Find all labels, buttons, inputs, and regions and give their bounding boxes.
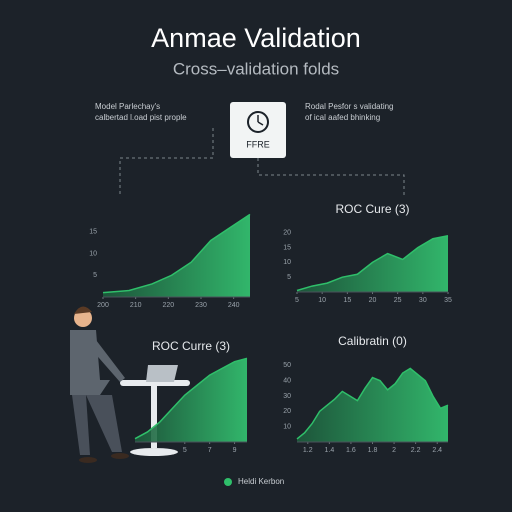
note-line: of ical aafed bhinking [305, 113, 380, 122]
icon-box [230, 102, 286, 158]
y-tick-label: 50 [283, 362, 291, 369]
y-tick-label: 40 [283, 378, 291, 385]
connector [257, 158, 405, 195]
connector [119, 128, 214, 195]
chart-title: ROC Curre (3) [152, 339, 230, 353]
x-tick-label: 5 [295, 297, 299, 304]
area-edge [102, 213, 251, 294]
x-tick-label: 10 [318, 297, 326, 304]
y-tick-label: 5 [93, 272, 97, 279]
title: Anmae Validation [151, 23, 361, 53]
x-tick-label: 20 [369, 297, 377, 304]
x-tick-label: 35 [444, 297, 452, 304]
note-line: Rodal Pesfor s validating [305, 102, 394, 111]
person [70, 306, 190, 463]
x-tick-label: 1.2 [303, 447, 313, 454]
x-tick-label: 230 [195, 302, 207, 309]
y-tick-label: 20 [283, 408, 291, 415]
y-tick-label: 30 [283, 393, 291, 400]
area-edge [134, 357, 248, 440]
area [297, 368, 448, 442]
x-tick-label: 210 [130, 302, 142, 309]
y-tick-label: 15 [89, 229, 97, 236]
x-tick-label: 25 [394, 297, 402, 304]
legend-swatch [224, 478, 232, 486]
note-line: Model Parlechay's [95, 102, 160, 111]
chart-title: Calibratin (0) [338, 334, 407, 348]
y-tick-label: 10 [89, 250, 97, 257]
legend-label: Heldi Kerbon [238, 477, 284, 486]
area [135, 358, 247, 442]
area [103, 214, 250, 297]
x-tick-label: 30 [419, 297, 427, 304]
x-tick-label: 2.2 [411, 447, 421, 454]
y-tick-label: 20 [283, 230, 291, 237]
x-tick-label: 2 [392, 447, 396, 454]
x-tick-label: 1.4 [324, 447, 334, 454]
x-tick-label: 220 [162, 302, 174, 309]
y-tick-label: 5 [287, 274, 291, 281]
x-tick-label: 240 [228, 302, 240, 309]
x-tick-label: 200 [97, 302, 109, 309]
y-tick-label: 10 [283, 259, 291, 266]
x-tick-label: 2.4 [432, 447, 442, 454]
x-tick-label: 1.6 [346, 447, 356, 454]
area [297, 235, 448, 292]
area-edge [296, 367, 449, 440]
clock-hands [257, 115, 264, 126]
y-tick-label: 10 [283, 424, 291, 431]
x-tick-label: 9 [233, 447, 237, 454]
area-edge [296, 235, 449, 292]
x-tick-label: 7 [208, 447, 212, 454]
x-tick-label: 15 [343, 297, 351, 304]
clock-icon [247, 111, 269, 133]
note-line: calbertad l.oad pist prople [95, 113, 187, 122]
chart-title: ROC Cure (3) [335, 202, 409, 216]
subtitle: Cross–validation folds [173, 59, 339, 78]
x-tick-label: 1.8 [368, 447, 378, 454]
x-tick-label: 5 [183, 447, 187, 454]
y-tick-label: 15 [283, 244, 291, 251]
box-label: FFRE [246, 139, 270, 149]
